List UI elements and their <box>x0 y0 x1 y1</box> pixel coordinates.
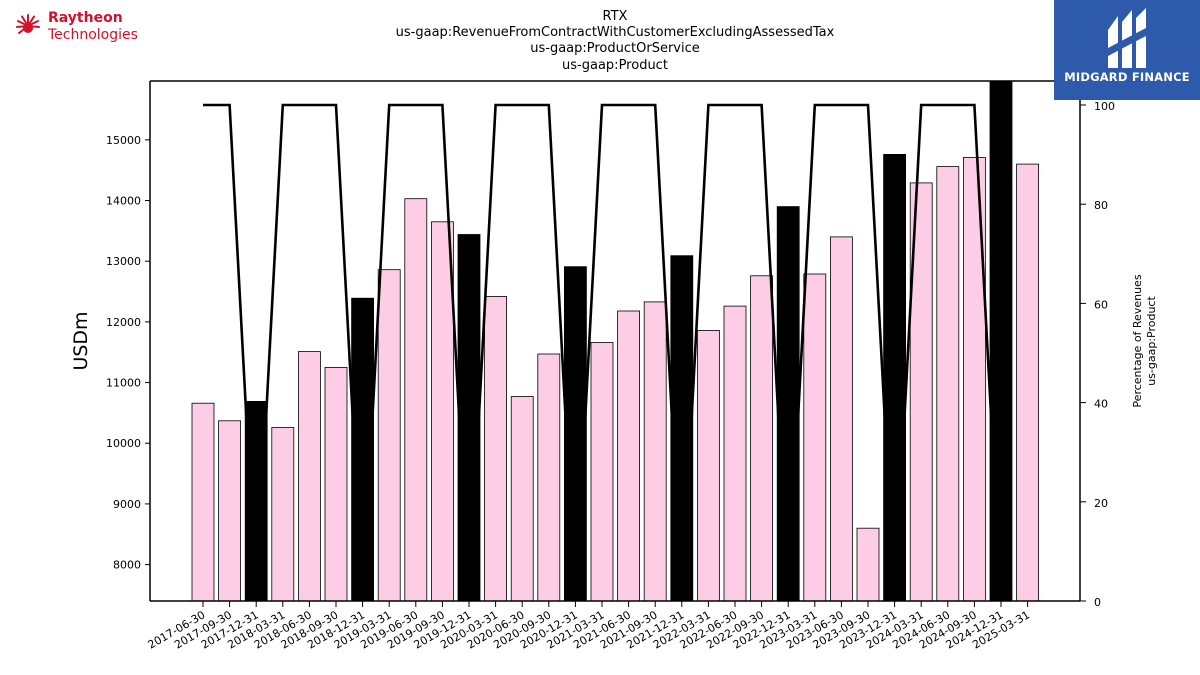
bar-2020-09-30 <box>537 353 561 602</box>
bar-2022-03-31 <box>697 329 720 602</box>
bar-2025-03-31 <box>1016 163 1039 602</box>
left-y-tick-label: 11000 <box>106 377 141 390</box>
axes <box>149 80 1081 602</box>
raytheon-logo: Raytheon Technologies <box>14 10 154 46</box>
bar-2023-06-30 <box>830 236 853 602</box>
y-axis-label-right: Percentage of Revenues us-gaap:Product <box>1131 274 1158 407</box>
bar-2023-09-30 <box>856 527 880 602</box>
right-y-tick-label: 20 <box>1094 497 1108 510</box>
left-y-tick-label: 13000 <box>106 255 141 268</box>
left-y-tick-label: 12000 <box>106 316 141 329</box>
right-y-tick-label: 100 <box>1094 100 1115 113</box>
bar-2022-06-30 <box>723 305 747 602</box>
product-percentage-line <box>203 103 1003 602</box>
right-y-tick-label: 80 <box>1094 199 1108 212</box>
left-y-ticks: 8000 9000 10000 11000 12000 13000 14000 15000 <box>106 134 150 572</box>
title-line-3: us-gaap:ProductOrService <box>530 41 700 56</box>
bar-2018-03-31 <box>271 427 295 602</box>
left-y-tick-label: 10000 <box>106 437 141 450</box>
bar-2019-09-30 <box>430 221 454 602</box>
x-ticks: 2017-06-302017-09-302017-12-312018-03-31… <box>146 601 1032 652</box>
left-y-tick-label: 9000 <box>113 498 141 511</box>
bar-series <box>191 80 1039 602</box>
bar-2019-12-31 <box>457 234 481 602</box>
title-line-2: us-gaap:RevenueFromContractWithCustomerE… <box>396 25 835 40</box>
bar-2020-03-31 <box>484 295 508 602</box>
y-axis-label-right-line-1: Percentage of Revenues <box>1131 274 1144 407</box>
left-y-tick-label: 14000 <box>106 195 141 208</box>
bar-2021-09-30 <box>643 301 667 602</box>
raytheon-name-line-2: Technologies <box>48 27 138 43</box>
title-line-4: us-gaap:Product <box>562 58 668 73</box>
bar-2021-12-31 <box>670 255 694 602</box>
bar-2019-06-30 <box>404 198 428 602</box>
bar-2018-06-30 <box>297 351 321 602</box>
bar-2018-09-30 <box>324 366 348 602</box>
left-y-tick-label: 8000 <box>113 559 141 572</box>
bar-2022-09-30 <box>750 275 773 602</box>
bar-2017-12-31 <box>244 400 268 602</box>
bar-2021-06-30 <box>617 310 640 602</box>
bar-2019-03-31 <box>377 269 401 602</box>
right-y-tick-label: 0 <box>1094 596 1101 609</box>
right-y-tick-label: 40 <box>1094 398 1108 411</box>
y-axis-label-right-line-2: us-gaap:Product <box>1145 296 1158 386</box>
bar-2024-06-30 <box>936 166 960 602</box>
right-y-ticks: 0 20 40 60 80 100 <box>1080 100 1115 609</box>
left-y-tick-label: 15000 <box>106 134 141 147</box>
midgard-finance-logo: MIDGARD FINANCE <box>1054 0 1200 100</box>
bar-2023-12-31 <box>883 153 906 602</box>
bar-2022-12-31 <box>776 206 800 602</box>
midgard-m-icon <box>1108 8 1146 68</box>
bar-2017-09-30 <box>218 420 242 602</box>
line-series <box>203 103 1003 602</box>
bar-2020-06-30 <box>510 396 534 602</box>
bar-2024-12-31 <box>989 80 1013 602</box>
raytheon-sunburst-icon <box>16 14 40 34</box>
chart-title: RTX us-gaap:RevenueFromContractWithCusto… <box>396 9 835 73</box>
right-y-tick-label: 60 <box>1094 298 1108 311</box>
bar-2017-06-30 <box>191 402 215 602</box>
raytheon-name-line-1: Raytheon <box>48 10 123 26</box>
bar-2023-03-31 <box>803 273 827 602</box>
y-axis-label-left: USDm <box>70 311 92 370</box>
bar-2024-09-30 <box>963 157 986 602</box>
bar-2021-03-31 <box>590 342 614 602</box>
title-line-1: RTX <box>603 9 628 24</box>
midgard-finance-name: MIDGARD FINANCE <box>1064 70 1190 84</box>
